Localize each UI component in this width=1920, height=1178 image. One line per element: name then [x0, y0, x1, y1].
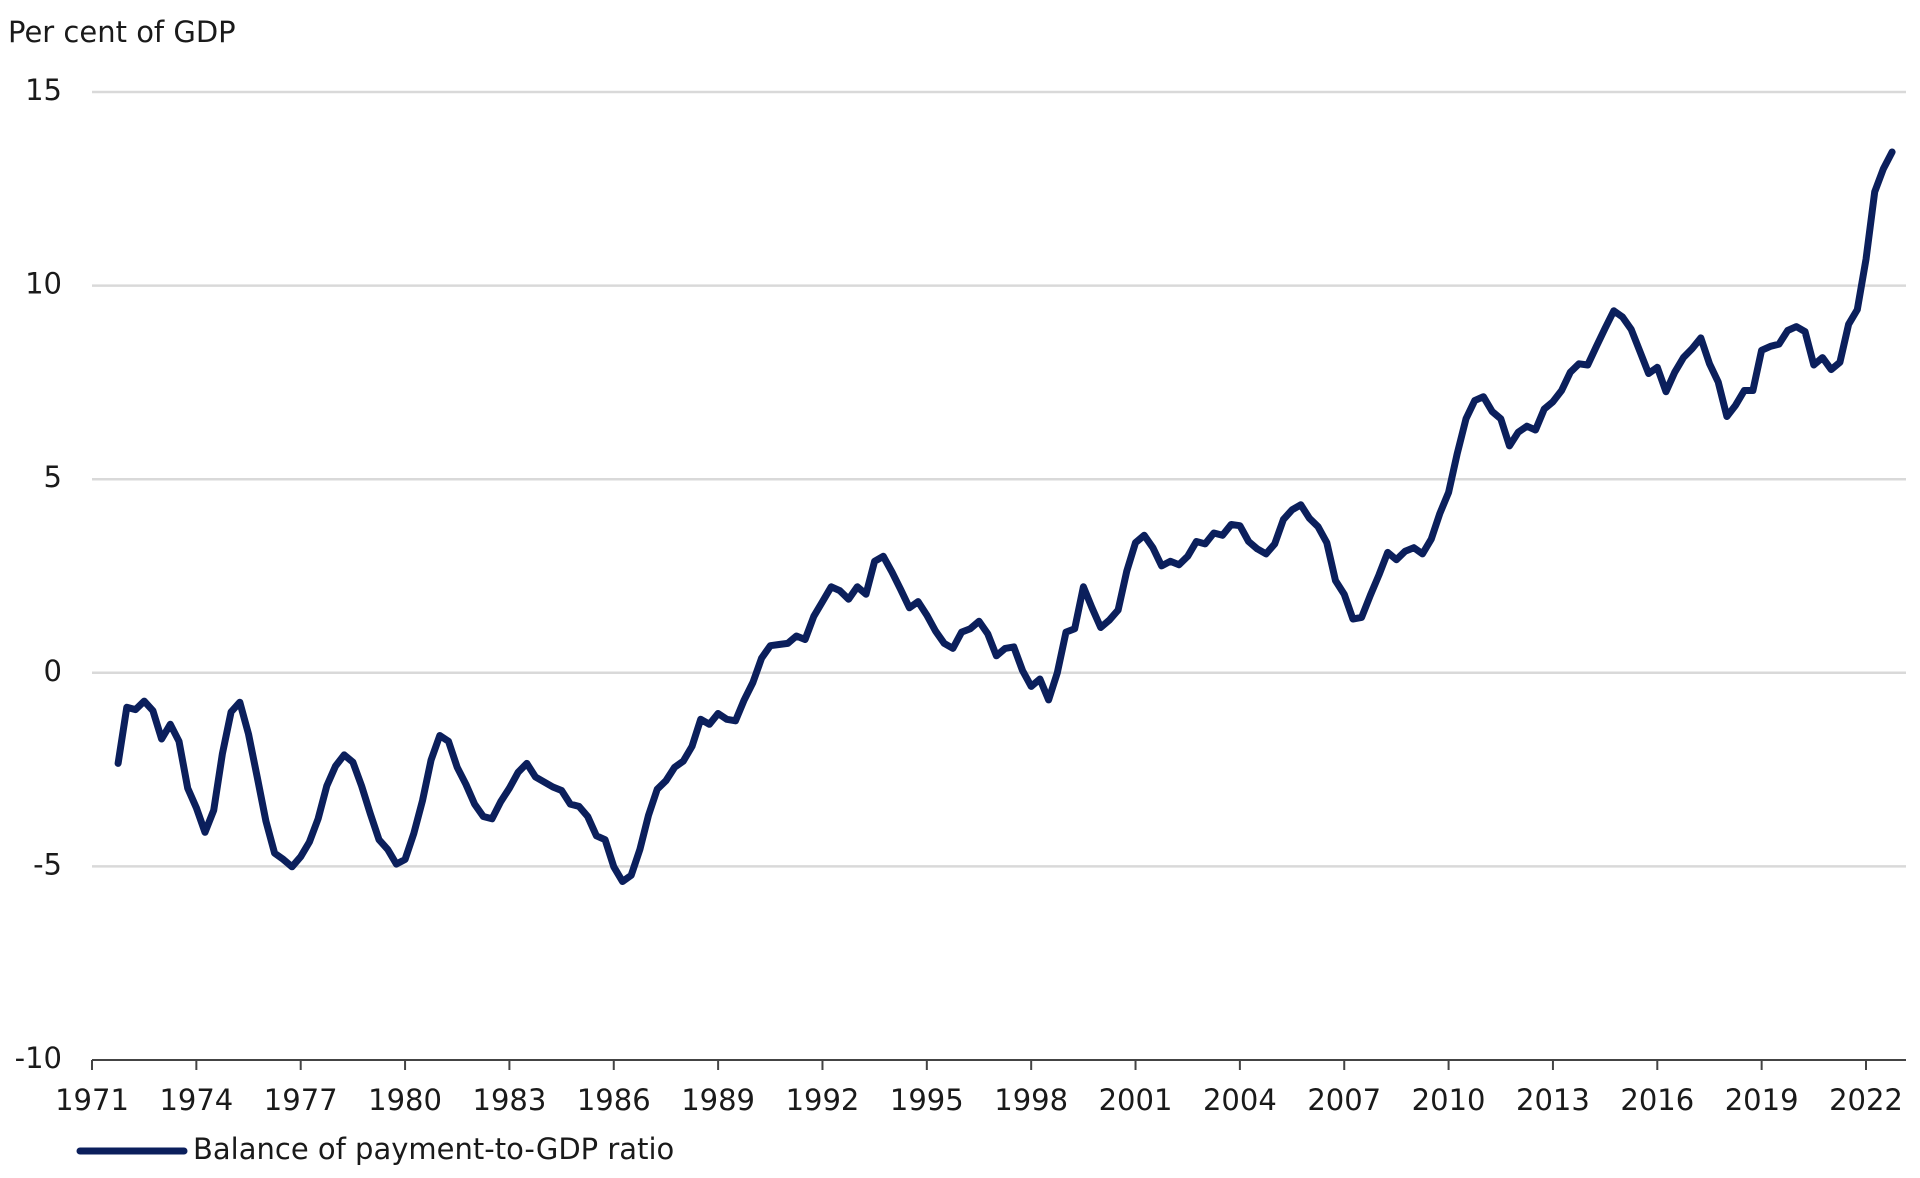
x-tick-label: 1974 [159, 1083, 233, 1117]
y-tick-label: 5 [44, 460, 62, 494]
x-tick-label: 1971 [55, 1083, 129, 1117]
y-tick-label: 10 [25, 267, 62, 301]
x-tick-label: 2010 [1412, 1083, 1486, 1117]
x-tick-label: 2022 [1829, 1083, 1903, 1117]
x-tick-label: 1998 [994, 1083, 1068, 1117]
y-tick-label: 0 [44, 654, 62, 688]
x-tick-label: 1977 [264, 1083, 338, 1117]
x-tick-label: 1995 [890, 1083, 964, 1117]
y-tick-label: 15 [25, 73, 62, 107]
x-tick-label: 1992 [786, 1083, 860, 1117]
x-tick-label: 2013 [1516, 1083, 1590, 1117]
x-tick-label: 1980 [368, 1083, 442, 1117]
x-tick-label: 2004 [1203, 1083, 1277, 1117]
y-tick-label: -10 [15, 1041, 62, 1075]
x-tick-label: 2016 [1620, 1083, 1694, 1117]
x-tick-label: 1983 [473, 1083, 547, 1117]
x-tick-label: 1989 [681, 1083, 755, 1117]
x-tick-label: 2001 [1099, 1083, 1173, 1117]
x-tick-label: 2007 [1307, 1083, 1381, 1117]
x-tick-label: 2019 [1725, 1083, 1799, 1117]
y-tick-label: -5 [33, 847, 62, 881]
y-axis-label: Per cent of GDP [8, 15, 236, 49]
legend-label: Balance of payment-to-GDP ratio [193, 1132, 674, 1166]
x-tick-label: 1986 [577, 1083, 651, 1117]
series-line [114, 148, 1896, 885]
